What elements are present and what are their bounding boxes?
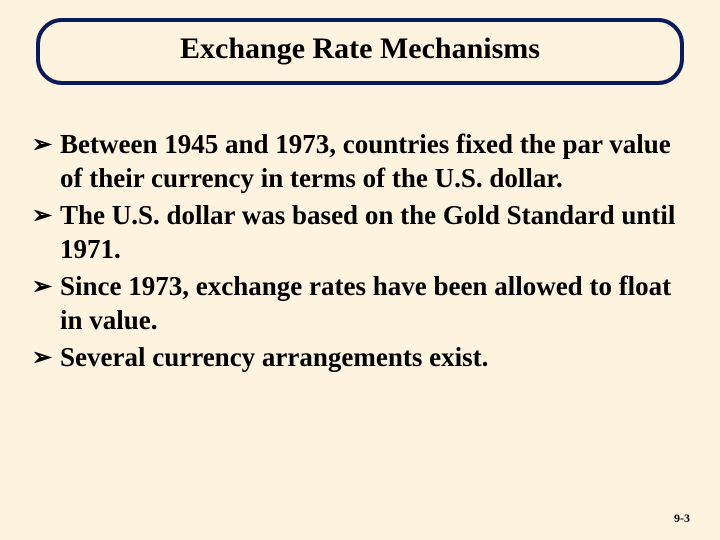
bullet-text: Since 1973, exchange rates have been all… <box>60 269 682 338</box>
page-number: 9-3 <box>674 511 690 526</box>
list-item: ➢ Several currency arrangements exist. <box>32 340 682 376</box>
list-item: ➢ Since 1973, exchange rates have been a… <box>32 269 682 338</box>
bullet-icon: ➢ <box>32 269 58 305</box>
bullet-icon: ➢ <box>32 127 58 163</box>
bullet-text: Between 1945 and 1973, countries fixed t… <box>60 127 682 196</box>
bullet-text: The U.S. dollar was based on the Gold St… <box>60 198 682 267</box>
slide: Exchange Rate Mechanisms ➢ Between 1945 … <box>0 0 720 540</box>
list-item: ➢ Between 1945 and 1973, countries fixed… <box>32 127 682 196</box>
list-item: ➢ The U.S. dollar was based on the Gold … <box>32 198 682 267</box>
title-box: Exchange Rate Mechanisms <box>36 18 684 85</box>
slide-title: Exchange Rate Mechanisms <box>60 32 660 67</box>
bullet-icon: ➢ <box>32 198 58 234</box>
bullet-list: ➢ Between 1945 and 1973, countries fixed… <box>28 127 692 376</box>
bullet-icon: ➢ <box>32 340 58 376</box>
bullet-text: Several currency arrangements exist. <box>60 340 682 375</box>
